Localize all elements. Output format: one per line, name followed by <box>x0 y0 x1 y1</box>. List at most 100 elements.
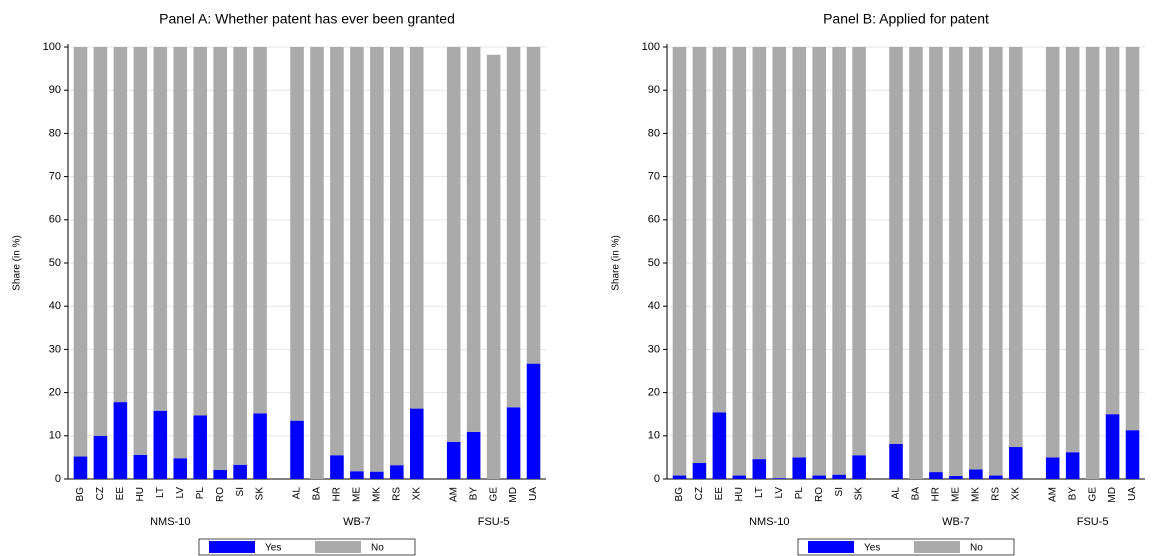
bar-segment <box>93 47 108 436</box>
bar-segment <box>812 47 826 476</box>
x-tick-label: SI <box>834 487 845 496</box>
bar-segment <box>1008 447 1023 479</box>
panel: Panel B: Applied for patent Share (in %) 0… <box>611 11 1145 556</box>
x-tick-label: HU <box>135 487 146 501</box>
x-tick-label: RS <box>391 487 402 501</box>
chart-title: Panel B: Applied for patent <box>823 11 989 27</box>
bar-segment <box>350 47 364 472</box>
x-tick-label: HR <box>931 487 942 501</box>
bar-segment <box>526 47 541 364</box>
x-tick-label: CZ <box>694 487 705 500</box>
x-tick-label: XK <box>1010 487 1021 501</box>
bar-segment <box>350 471 364 479</box>
x-tick-label: ME <box>951 487 962 502</box>
x-tick-label: GE <box>488 487 499 502</box>
group-label: NMS-10 <box>150 516 190 528</box>
bar-segment <box>672 475 687 479</box>
bar-segment <box>73 47 88 457</box>
bar-segment <box>370 47 384 472</box>
bar-segment <box>832 47 846 475</box>
bar-segment <box>213 47 227 470</box>
y-tick-label: 30 <box>648 343 660 355</box>
x-tick-label: LT <box>155 487 166 498</box>
bar-segment <box>506 407 521 479</box>
y-tick-label: 30 <box>49 343 61 355</box>
bar-segment <box>712 412 727 479</box>
bar-segment <box>390 47 404 466</box>
bar-segment <box>446 441 461 479</box>
bar-segment <box>949 47 963 476</box>
y-tick-label: 20 <box>648 387 660 399</box>
bar-segment <box>792 47 807 458</box>
x-tick-label: RS <box>990 487 1001 501</box>
x-tick-label: MK <box>970 487 981 502</box>
x-tick-label: RO <box>215 487 226 502</box>
bar-segment <box>672 47 687 476</box>
y-tick-label: 50 <box>648 257 660 269</box>
legend-label: No <box>970 543 983 554</box>
bar-segment <box>173 47 188 459</box>
bar-segment <box>133 454 148 479</box>
bar-segment <box>949 475 963 479</box>
bar-segment <box>1085 47 1100 479</box>
bar-segment <box>812 475 826 479</box>
y-tick-label: 90 <box>648 84 660 96</box>
bar-segment <box>989 475 1003 479</box>
bar-segment <box>929 472 943 479</box>
group-label: WB-7 <box>942 516 970 528</box>
y-tick-label: 10 <box>49 430 61 442</box>
group-label: FSU-5 <box>1077 516 1109 528</box>
legend-swatch <box>914 541 960 553</box>
x-tick-label: MK <box>371 487 382 502</box>
y-axis-label: Share (in %) <box>12 235 23 291</box>
bar-segment <box>73 456 88 479</box>
y-axis-label: Share (in %) <box>611 235 622 291</box>
y-tick-label: 100 <box>642 41 660 53</box>
bar-segment <box>233 47 247 465</box>
bar-segment <box>1105 47 1120 415</box>
x-tick-label: AL <box>891 487 902 500</box>
x-tick-label: HU <box>734 487 745 501</box>
bar-segment <box>290 420 304 479</box>
bar-segment <box>969 469 983 479</box>
bar-segment <box>1125 47 1140 431</box>
bar-segment <box>486 54 501 479</box>
legend-swatch <box>808 541 854 553</box>
legend-label: Yes <box>265 543 281 554</box>
y-tick-label: 10 <box>648 430 660 442</box>
bar-segment <box>526 363 541 479</box>
legend-label: No <box>371 543 384 554</box>
bar-segment <box>732 475 747 479</box>
group-label: NMS-10 <box>749 516 789 528</box>
legend-swatch <box>209 541 255 553</box>
bar-segment <box>409 408 424 479</box>
x-tick-label: ME <box>352 487 363 502</box>
y-tick-label: 70 <box>648 171 660 183</box>
legend-swatch <box>315 541 361 553</box>
legend-label: Yes <box>864 543 880 554</box>
x-tick-label: EE <box>714 487 725 501</box>
bar-segment <box>213 469 227 479</box>
y-tick-label: 40 <box>49 300 61 312</box>
bar-segment <box>330 47 344 456</box>
bar-segment <box>409 47 424 409</box>
y-tick-label: 90 <box>49 84 61 96</box>
bar-segment <box>330 455 344 479</box>
x-tick-label: BY <box>1067 487 1078 501</box>
y-tick-label: 100 <box>43 41 61 53</box>
x-tick-label: LV <box>774 487 785 499</box>
x-tick-label: RO <box>814 487 825 502</box>
bar-segment <box>852 47 866 456</box>
y-tick-label: 0 <box>55 473 61 485</box>
x-tick-label: PL <box>794 487 805 500</box>
x-tick-label: AM <box>448 487 459 502</box>
x-tick-label: BA <box>312 487 323 501</box>
bar-segment <box>253 47 267 414</box>
bar-segment <box>692 47 707 464</box>
y-tick-label: 60 <box>49 214 61 226</box>
bar-segment <box>889 444 903 479</box>
bar-segment <box>153 410 168 479</box>
bar-segment <box>193 415 208 479</box>
x-tick-label: UA <box>1127 487 1138 501</box>
